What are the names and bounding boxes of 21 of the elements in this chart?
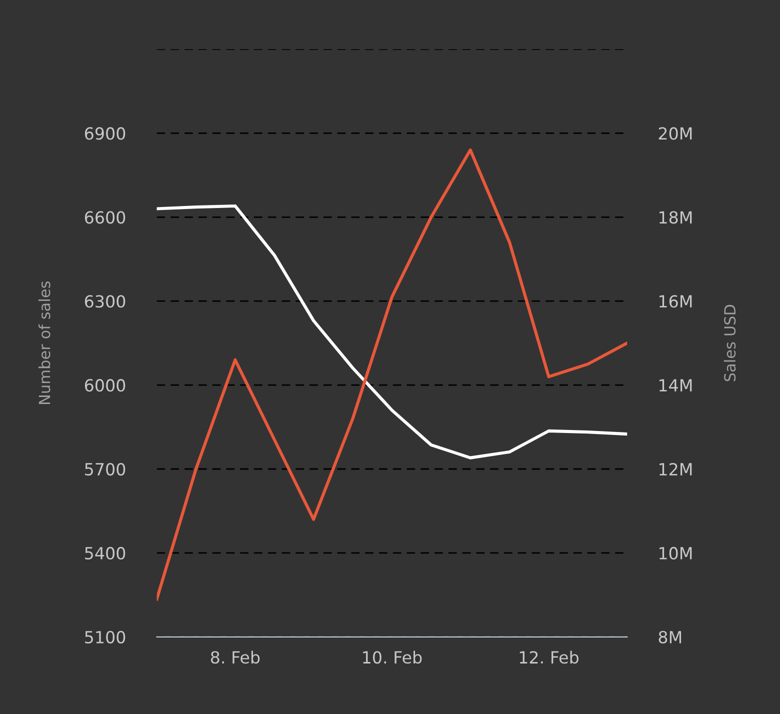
y-tick-label: 5400 (85, 546, 126, 560)
y2-tick-label: 16M (660, 295, 692, 308)
y2-axis-title: Sales USD (724, 304, 736, 382)
y2-tick-label: 12M (660, 462, 692, 476)
y2-tick-label: 8M (658, 630, 682, 644)
y2-tick-label: 14M (660, 379, 692, 392)
y-tick-label: 6600 (84, 211, 126, 224)
y-tick-label: 6900 (84, 127, 126, 140)
x-tick-label: 10. Feb (363, 650, 422, 664)
y-tick-label: 6000 (84, 379, 126, 392)
x-tick-label: 12. Feb (520, 650, 578, 664)
y-tick-label: 5700 (85, 462, 126, 476)
y-tick-label: 5100 (85, 630, 126, 644)
y2-tick-label: 20M (658, 127, 692, 140)
x-tick-label: 8. Feb (210, 650, 260, 664)
y2-tick-label: 10M (660, 546, 692, 560)
line-series (156, 204, 628, 460)
y2-tick-label: 18M (660, 211, 692, 224)
line-series (156, 148, 628, 601)
y-tick-label: 6300 (84, 295, 126, 308)
y-axis-title: Number of sales (38, 281, 50, 404)
